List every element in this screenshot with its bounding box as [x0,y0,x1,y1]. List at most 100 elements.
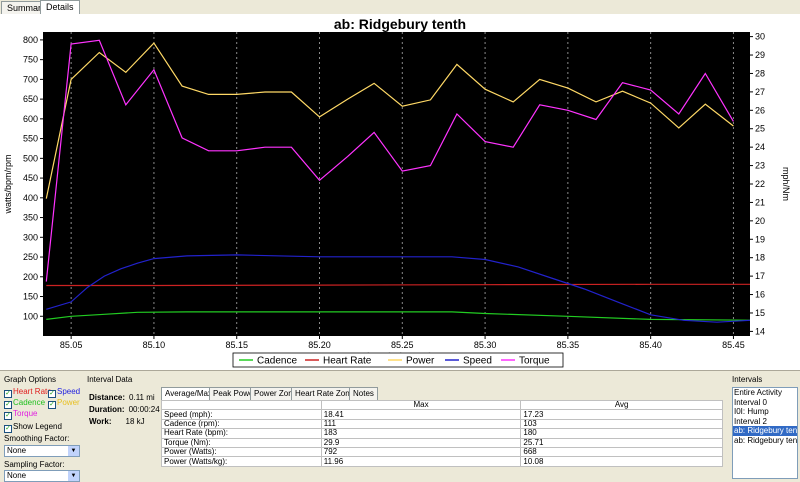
torque-checkbox[interactable]: ✓ Torque [4,409,37,420]
y-left-tick-label: 500 [23,153,38,163]
tab-notes[interactable]: Notes [349,387,378,400]
avg-value: 103 [520,418,723,430]
y-left-tick-label: 750 [23,55,38,65]
interval-item-selected[interactable]: ab: Ridgebury tenth [733,426,797,436]
distance-value: 0.11 mi [129,393,155,402]
y-left-tick-label: 650 [23,94,38,104]
y-right-tick-label: 28 [755,68,765,78]
interval-item[interactable]: I0I: Hump [734,407,769,416]
table-row: Torque (Nm): 29.9 25.71 [161,437,723,448]
y-left-tick-label: 100 [23,311,38,321]
row-label: Torque (Nm): [161,437,322,448]
max-value: 183 [320,428,522,439]
y-left-tick-label: 300 [23,232,38,242]
series-line-torque [45,39,734,282]
y-left-tick-label: 450 [23,173,38,183]
torque-checkbox-label: Torque [13,409,38,418]
speed-checkbox[interactable]: ✓ Speed [48,387,80,398]
duration-label: Duration: [89,405,125,414]
show-legend-checkbox[interactable]: ✓ Show Legend [4,422,62,433]
distance-stat: Distance: 0.11 mi [89,393,155,403]
interval-item[interactable]: Interval 0 [734,397,767,407]
bottom-panel: Graph Options ✓ Heart Rate ✓ Speed ✓ Cadenc… [0,370,800,482]
avg-value: 180 [520,428,723,439]
work-value: 18 kJ [125,417,145,426]
intervals-list: Entire Activity Interval 0 I0I: Hump Int… [732,387,798,479]
x-tick-label: 85.10 [143,340,166,350]
smoothing-factor-label: Smoothing Factor: [4,434,70,443]
y-left-tick-label: 200 [23,272,38,282]
stats-table: Max Avg Speed (mph): 18.41 17.23 Cadence (… [161,399,723,467]
table-row: Power (Watts/kg): 11.96 10.08 [161,456,723,467]
cadence-checkbox[interactable]: ✓ Cadence [4,398,45,409]
y-left-tick-label: 550 [23,134,38,144]
work-label: Work: [89,417,112,426]
max-value: 11.96 [320,456,522,467]
row-label: Power (Watts): [161,446,322,458]
speed-checkbox-label: Speed [57,387,81,396]
x-tick-label: 85.35 [557,340,580,350]
y-left-tick-label: 400 [23,193,38,203]
max-value: 792 [320,446,522,458]
y-right-tick-label: 17 [755,271,765,281]
graph-options-panel: Graph Options ✓ Heart Rate ✓ Speed ✓ Cadenc… [2,375,82,482]
y-right-tick-label: 18 [755,253,765,263]
tab-average-max[interactable]: Average/Max [161,387,216,400]
interval-item[interactable]: Interval 2 [734,416,767,426]
y-right-tick-label: 29 [755,50,765,60]
y-left-tick-label: 350 [23,213,38,223]
table-header: Avg [520,399,723,411]
table-row: Heart Rate (bpm): 183 180 [161,428,723,439]
show-legend-checkbox-label: Show Legend [13,422,62,431]
table-row: Power (Watts): 792 668 [161,446,723,458]
avg-value: 25.71 [520,437,723,448]
table-header-row: Max Avg [161,399,723,411]
series-line-cadence [46,311,751,321]
sampling-factor-select[interactable]: None ▼ [4,470,80,482]
duration-value: 00:00:24 [128,405,160,414]
y-left-axis-label: watts/bpm/rpm [3,154,13,214]
distance-label: Distance: [89,393,126,402]
checkmark-icon: ✓ [4,401,12,409]
y-right-tick-label: 27 [755,87,765,97]
y-right-tick-label: 14 [755,326,765,336]
y-right-tick-label: 30 [755,32,765,42]
y-left-tick-label: 800 [23,35,38,45]
x-tick-label: 85.25 [391,340,414,350]
smoothing-factor-value: None [7,446,27,455]
legend-label: Torque [519,356,550,367]
heart-rate-checkbox[interactable]: ✓ Heart Rate [4,387,52,398]
intervals-title: Intervals [732,375,763,384]
tab-details[interactable]: Details [40,0,80,14]
series-line-speed [46,254,751,323]
legend-label: Heart Rate [323,356,372,367]
table-header: Max [320,399,522,411]
chevron-down-icon: ▼ [68,446,79,456]
sampling-factor-value: None [7,471,27,480]
table-row: Speed (mph): 18.41 17.23 [161,409,723,420]
y-right-tick-label: 22 [755,179,765,189]
interval-item[interactable]: ab: Ridgebury tent. [734,435,797,445]
interval-item[interactable]: Entire Activity [734,388,783,397]
smoothing-factor-select[interactable]: None ▼ [4,445,80,457]
y-right-tick-label: 26 [755,105,765,115]
interval-data-panel: Interval Data Distance: 0.11 mi Duration:… [85,375,725,481]
y-left-tick-label: 600 [23,114,38,124]
checkmark-icon: ✓ [48,390,56,398]
x-tick-label: 85.15 [225,340,248,350]
series-line-power [45,42,734,199]
checkmark-icon: ✓ [48,401,56,409]
max-value: 29.9 [320,437,522,448]
y-right-tick-label: 25 [755,124,765,134]
row-label: Heart Rate (bpm): [161,428,322,439]
sampling-factor-label: Sampling Factor: [4,460,65,469]
power-checkbox[interactable]: ✓ Power [48,398,80,409]
table-row: Cadence (rpm): 111 103 [161,418,723,430]
plot-area [43,32,750,336]
avg-value: 10.08 [520,456,723,467]
graph-options-title: Graph Options [4,375,57,384]
y-right-tick-label: 24 [755,142,765,152]
legend-label: Power [406,356,435,367]
y-right-tick-label: 19 [755,234,765,244]
heart-rate-checkbox-label: Heart Rate [13,387,52,396]
